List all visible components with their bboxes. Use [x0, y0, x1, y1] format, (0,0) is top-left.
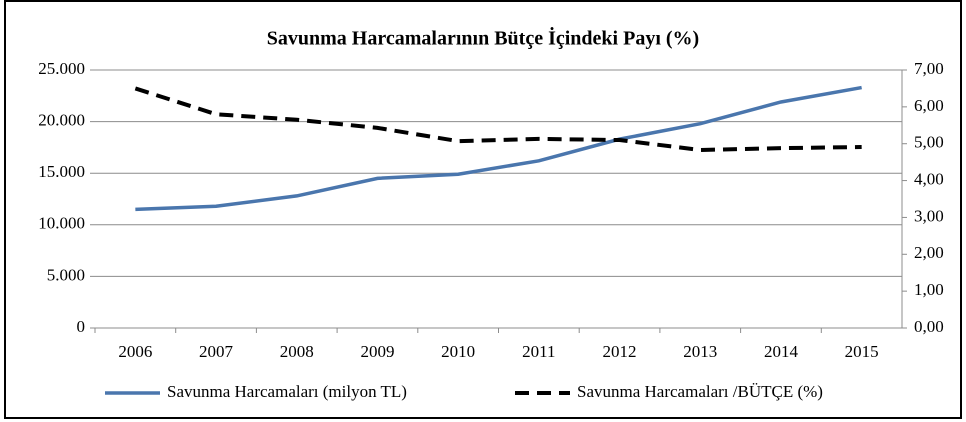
x-tick-label: 2014	[764, 342, 799, 361]
y-tick-label: 15.000	[38, 162, 85, 181]
frame	[4, 0, 962, 419]
y-tick-label: 5.000	[47, 265, 85, 284]
y2-tick-label: 4,00	[914, 169, 944, 188]
y2-tick-label: 7,00	[914, 59, 944, 78]
x-tick-label: 2006	[118, 342, 152, 361]
x-tick-label: 2008	[280, 342, 314, 361]
y-tick-label: 20.000	[38, 111, 85, 130]
x-tick-label: 2013	[683, 342, 717, 361]
y-tick-label: 25.000	[38, 59, 85, 78]
y-tick-label: 0	[77, 317, 86, 336]
chart-title: Savunma Harcamalarının Bütçe İçindeki Pa…	[267, 26, 699, 50]
x-tick-label: 2010	[441, 342, 475, 361]
y2-tick-label: 1,00	[914, 280, 944, 299]
y-tick-label: 10.000	[38, 214, 85, 233]
x-tick-label: 2009	[360, 342, 394, 361]
x-tick-label: 2015	[845, 342, 879, 361]
series-line	[134, 86, 862, 152]
series-line	[135, 85, 862, 212]
y2-tick-label: 2,00	[914, 243, 944, 262]
y2-tick-label: 6,00	[914, 96, 944, 115]
legend-label: Savunma Harcamaları (milyon TL)	[167, 382, 407, 401]
x-tick-label: 2011	[522, 342, 555, 361]
y2-tick-label: 3,00	[914, 206, 944, 225]
y2-tick-label: 5,00	[914, 133, 944, 152]
x-tick-label: 2007	[199, 342, 234, 361]
legend-label: Savunma Harcamaları /BÜTÇE (%)	[577, 382, 823, 401]
y2-tick-label: 0,00	[914, 317, 944, 336]
x-tick-label: 2012	[603, 342, 637, 361]
